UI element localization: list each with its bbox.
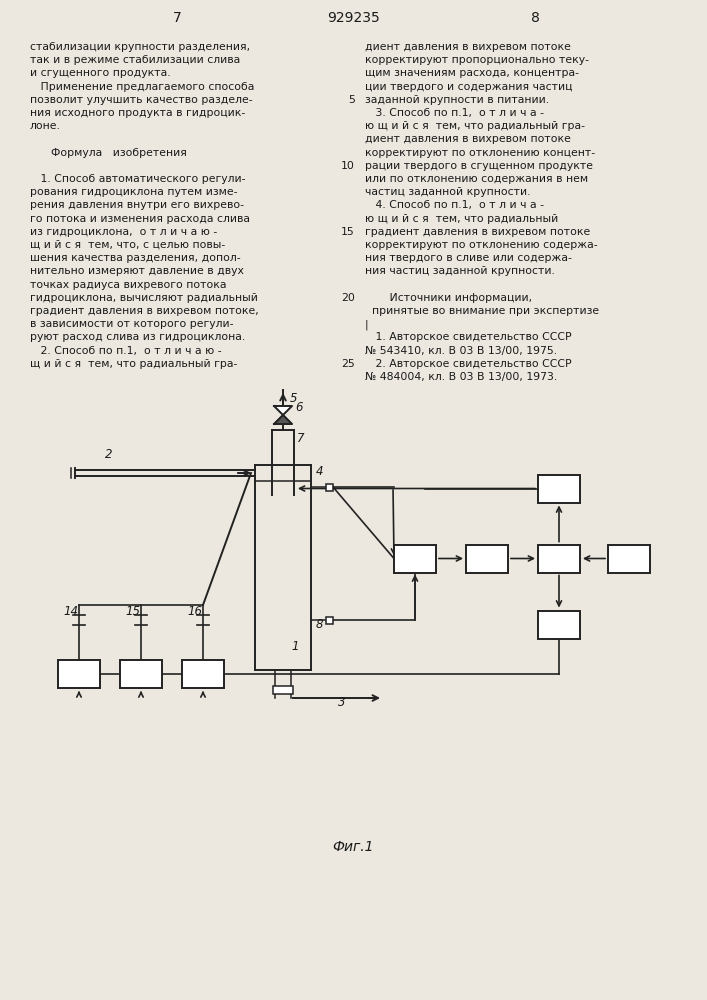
Text: заданной крупности в питании.: заданной крупности в питании. (365, 95, 549, 105)
Text: 15: 15 (341, 227, 355, 237)
Bar (58, 660, 100, 688)
Text: 20: 20 (551, 618, 567, 631)
Text: 8: 8 (316, 618, 324, 631)
Text: 10: 10 (341, 161, 355, 171)
Text: 2. Авторское свидетельство СССР: 2. Авторское свидетельство СССР (365, 359, 572, 369)
Bar (326, 616, 333, 624)
Text: рования гидроциклона путем изме-: рования гидроциклона путем изме- (30, 187, 238, 197)
Text: 7: 7 (173, 11, 182, 25)
Text: 2: 2 (105, 448, 112, 461)
Bar (466, 544, 508, 572)
Text: 8: 8 (530, 11, 539, 25)
Text: 3. Способ по п.1,  о т л и ч а -: 3. Способ по п.1, о т л и ч а - (365, 108, 544, 118)
Text: Источники информации,: Источники информации, (365, 293, 532, 303)
Bar (182, 660, 224, 688)
Text: шения качества разделения, допол-: шения качества разделения, допол- (30, 253, 240, 263)
Text: 4: 4 (316, 465, 324, 478)
Text: 20: 20 (341, 293, 355, 303)
Text: так и в режиме стабилизации слива: так и в режиме стабилизации слива (30, 55, 240, 65)
Bar (394, 544, 436, 572)
Text: 12: 12 (551, 482, 567, 495)
Text: го потока и изменения расхода слива: го потока и изменения расхода слива (30, 214, 250, 224)
Text: № 484004, кл. В 03 В 13/00, 1973.: № 484004, кл. В 03 В 13/00, 1973. (365, 372, 557, 382)
Text: 1. Способ автоматического регули-: 1. Способ автоматического регули- (30, 174, 245, 184)
Bar (608, 544, 650, 572)
Bar (120, 660, 162, 688)
Text: и сгущенного продукта.: и сгущенного продукта. (30, 68, 170, 78)
Bar (326, 484, 333, 490)
Bar (538, 610, 580, 639)
Text: 25: 25 (341, 359, 355, 369)
Text: 3: 3 (338, 696, 346, 709)
Text: корректируют пропорционально теку-: корректируют пропорционально теку- (365, 55, 589, 65)
Text: Фиг.1: Фиг.1 (332, 840, 374, 854)
Text: из гидроциклона,  о т л и ч а ю -: из гидроциклона, о т л и ч а ю - (30, 227, 217, 237)
Text: 1. Авторское свидетельство СССР: 1. Авторское свидетельство СССР (365, 332, 572, 342)
Text: ции твердого и содержания частиц: ции твердого и содержания частиц (365, 82, 573, 92)
Polygon shape (274, 415, 292, 424)
Text: 10: 10 (479, 552, 495, 565)
Text: корректируют по отклонению содержа-: корректируют по отклонению содержа- (365, 240, 597, 250)
Text: 13: 13 (621, 552, 637, 565)
Text: корректируют по отклонению концент-: корректируют по отклонению концент- (365, 148, 595, 158)
Text: 5: 5 (290, 392, 298, 405)
Text: 5: 5 (348, 95, 355, 105)
Text: ния исходного продукта в гидроцик-: ния исходного продукта в гидроцик- (30, 108, 245, 118)
Text: принятые во внимание при экспертизе: принятые во внимание при экспертизе (365, 306, 599, 316)
Text: Формула   изобретения: Формула изобретения (30, 148, 187, 158)
Bar (538, 475, 580, 502)
Text: ю щ и й с я  тем, что радиальный: ю щ и й с я тем, что радиальный (365, 214, 559, 224)
Text: нительно измеряют давление в двух: нительно измеряют давление в двух (30, 266, 244, 276)
Text: ю щ и й с я  тем, что радиальный гра-: ю щ и й с я тем, что радиальный гра- (365, 121, 585, 131)
Polygon shape (274, 406, 292, 415)
Text: гидроциклона, вычисляют радиальный: гидроциклона, вычисляют радиальный (30, 293, 258, 303)
Text: № 543410, кл. В 03 В 13/00, 1975.: № 543410, кл. В 03 В 13/00, 1975. (365, 346, 557, 356)
Text: 2. Способ по п.1,  о т л и ч а ю -: 2. Способ по п.1, о т л и ч а ю - (30, 346, 221, 356)
Bar (273, 686, 293, 694)
Text: 11: 11 (551, 552, 567, 565)
Text: ния твердого в сливе или содержа-: ния твердого в сливе или содержа- (365, 253, 572, 263)
Text: 7: 7 (297, 432, 305, 445)
Text: градиент давления в вихревом потоке,: градиент давления в вихревом потоке, (30, 306, 259, 316)
Bar (538, 544, 580, 572)
Text: диент давления в вихревом потоке: диент давления в вихревом потоке (365, 134, 571, 144)
Text: щ и й с я  тем, что, с целью повы-: щ и й с я тем, что, с целью повы- (30, 240, 226, 250)
Text: 4. Способ по п.1,  о т л и ч а -: 4. Способ по п.1, о т л и ч а - (365, 200, 544, 210)
Text: или по отклонению содержания в нем: или по отклонению содержания в нем (365, 174, 588, 184)
Text: лоне.: лоне. (30, 121, 61, 131)
Text: градиент давления в вихревом потоке: градиент давления в вихревом потоке (365, 227, 590, 237)
Text: 1: 1 (291, 640, 298, 653)
Text: 929235: 929235 (327, 11, 380, 25)
Text: частиц заданной крупности.: частиц заданной крупности. (365, 187, 530, 197)
Text: |: | (365, 319, 368, 330)
Text: 6: 6 (295, 401, 303, 414)
Text: рения давления внутри его вихрево-: рения давления внутри его вихрево- (30, 200, 244, 210)
Text: 15: 15 (125, 605, 140, 618)
Text: Применение предлагаемого способа: Применение предлагаемого способа (30, 82, 255, 92)
Text: стабилизации крупности разделения,: стабилизации крупности разделения, (30, 42, 250, 52)
Text: щим значениям расхода, концентра-: щим значениям расхода, концентра- (365, 68, 579, 78)
Text: позволит улучшить качество разделе-: позволит улучшить качество разделе- (30, 95, 252, 105)
Text: в зависимости от которого регули-: в зависимости от которого регули- (30, 319, 233, 329)
Text: руют расход слива из гидроциклона.: руют расход слива из гидроциклона. (30, 332, 245, 342)
Text: диент давления в вихревом потоке: диент давления в вихревом потоке (365, 42, 571, 52)
Text: ния частиц заданной крупности.: ния частиц заданной крупности. (365, 266, 555, 276)
Text: 14: 14 (63, 605, 78, 618)
Text: 18: 18 (133, 668, 149, 680)
Text: 16: 16 (187, 605, 202, 618)
Text: 17: 17 (71, 668, 87, 680)
Text: рации твердого в сгущенном продукте: рации твердого в сгущенном продукте (365, 161, 593, 171)
Text: 19: 19 (195, 668, 211, 680)
Text: щ и й с я  тем, что радиальный гра-: щ и й с я тем, что радиальный гра- (30, 359, 238, 369)
Text: точках радиуса вихревого потока: точках радиуса вихревого потока (30, 280, 226, 290)
Text: 9: 9 (411, 552, 419, 565)
